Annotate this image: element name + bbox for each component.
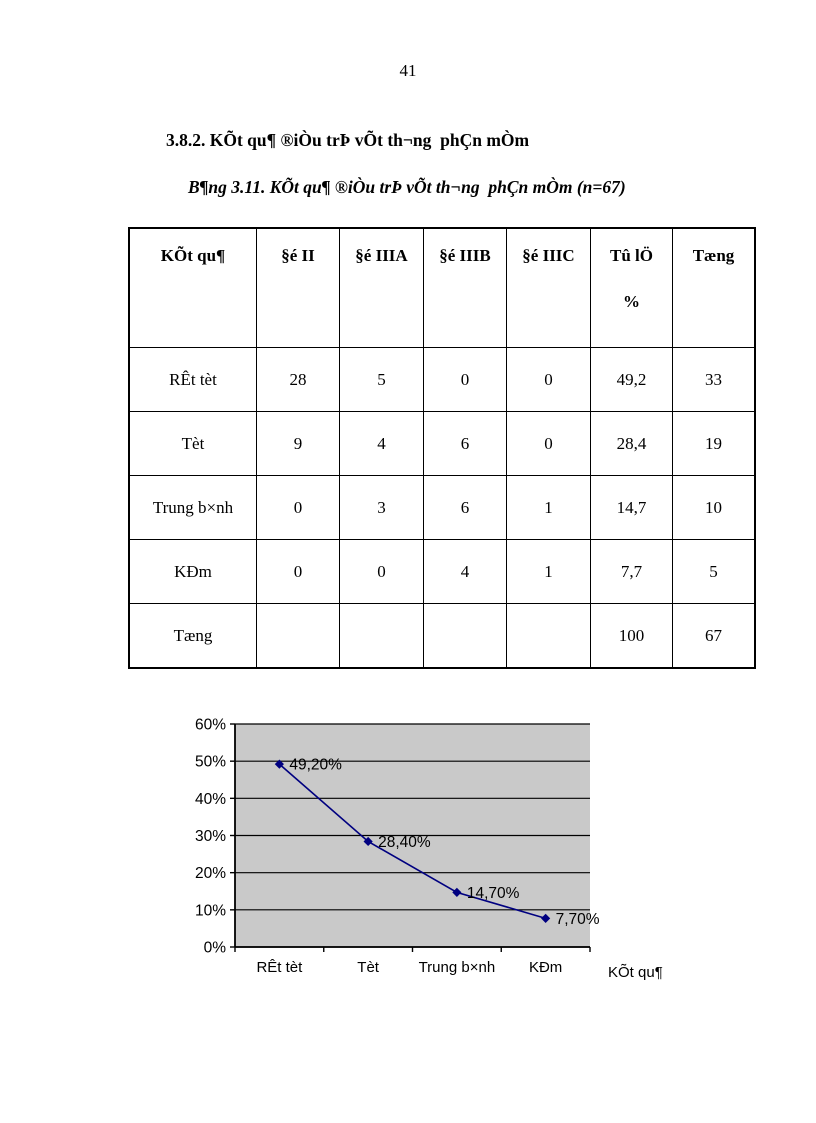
y-axis-label: 30% <box>195 828 226 845</box>
y-axis-label: 10% <box>195 902 226 919</box>
header-label: Tæng <box>692 246 735 265</box>
y-axis-label: 50% <box>195 754 226 771</box>
data-label: 28,40% <box>378 834 431 851</box>
data-label: 7,70% <box>556 911 600 928</box>
header-label: §é IIIB <box>439 246 491 265</box>
value-cell: 0 <box>423 347 507 412</box>
value-cell: 6 <box>423 475 507 540</box>
row-label-cell: KÐm <box>128 539 257 604</box>
row-label-cell: Trung b×nh <box>128 475 257 540</box>
header-label: Tû lÖ <box>610 246 653 265</box>
value-cell: 6 <box>423 411 507 476</box>
value-cell: 19 <box>672 411 756 476</box>
y-axis-label: 60% <box>195 717 226 734</box>
value-cell: 33 <box>672 347 756 412</box>
header-label: KÕt qu¶ <box>160 246 226 265</box>
x-axis-title: KÕt qu¶ <box>608 964 663 981</box>
data-label: 49,20% <box>289 757 342 774</box>
results-table: KÕt qu¶ §é II §é IIIA §é IIIB §é IIIC Tû lÖ% T… <box>128 227 756 669</box>
header-cell: §é II <box>256 227 340 348</box>
table-header-row: KÕt qu¶ §é II §é IIIA §é IIIB §é IIIC Tû lÖ% T… <box>128 227 756 348</box>
value-cell: 100 <box>590 603 673 669</box>
data-point-marker <box>363 836 373 847</box>
header-label: §é IIIA <box>355 246 408 265</box>
row-label-cell: Tèt <box>128 411 257 476</box>
value-cell <box>339 603 424 669</box>
value-cell: 0 <box>339 539 424 604</box>
value-cell: 14,7 <box>590 475 673 540</box>
value-cell <box>256 603 340 669</box>
table-row: Tèt 9 4 6 0 28,4 19 <box>128 411 756 476</box>
header-label: §é II <box>281 246 315 265</box>
data-label: 14,70% <box>467 885 520 902</box>
y-axis-label: 40% <box>195 791 226 808</box>
row-label-cell: Tæng <box>128 603 257 669</box>
results-table-body: RÊt tèt 28 5 0 0 49,2 33 Tèt 9 4 6 0 28,4 19 Trung b×n… <box>128 347 756 669</box>
x-axis-label: Trung b×nh <box>419 959 496 976</box>
header-unit: % <box>623 292 640 311</box>
header-cell: §é IIIC <box>506 227 591 348</box>
table-row: RÊt tèt 28 5 0 0 49,2 33 <box>128 347 756 412</box>
value-cell: 4 <box>339 411 424 476</box>
value-cell: 3 <box>339 475 424 540</box>
value-cell: 0 <box>256 539 340 604</box>
value-cell: 0 <box>506 347 591 412</box>
table-row: Tæng 100 67 <box>128 603 756 669</box>
value-cell: 1 <box>506 539 591 604</box>
x-axis-label: KÐm <box>529 959 562 976</box>
y-axis-label: 0% <box>204 940 227 957</box>
value-cell: 0 <box>506 411 591 476</box>
value-cell: 67 <box>672 603 756 669</box>
header-cell: KÕt qu¶ <box>128 227 257 348</box>
header-cell: §é IIIA <box>339 227 424 348</box>
table-row: Trung b×nh 0 3 6 1 14,7 10 <box>128 475 756 540</box>
header-cell: Tæng <box>672 227 756 348</box>
value-cell: 49,2 <box>590 347 673 412</box>
value-cell: 10 <box>672 475 756 540</box>
value-cell: 0 <box>256 475 340 540</box>
value-cell: 1 <box>506 475 591 540</box>
x-axis-label: RÊt tèt <box>256 959 303 976</box>
table-caption: B¶ng 3.11. KÕt qu¶ ®iÒu trÞ vÕt th¬ng ph… <box>188 177 626 197</box>
value-cell: 7,7 <box>590 539 673 604</box>
value-cell <box>506 603 591 669</box>
data-line <box>278 763 546 920</box>
chart-svg: 0% 10% 20% 30% 40% 50% 60% 49,20% 28,40% 14,70% 7,… <box>195 717 663 982</box>
value-cell: 5 <box>672 539 756 604</box>
data-point-marker <box>452 887 462 897</box>
section-heading: 3.8.2. KÕt qu¶ ®iÒu trÞ vÕt th¬ng phÇn m… <box>166 130 530 150</box>
value-cell: 5 <box>339 347 424 412</box>
data-point-marker <box>274 759 284 769</box>
header-cell: §é IIIB <box>423 227 507 348</box>
value-cell <box>423 603 507 669</box>
value-cell: 28,4 <box>590 411 673 476</box>
value-cell: 4 <box>423 539 507 604</box>
row-label-cell: RÊt tèt <box>128 347 257 412</box>
x-axis-label: Tèt <box>357 959 380 976</box>
results-chart: 0% 10% 20% 30% 40% 50% 60% 49,20% 28,40% 14,70% 7,… <box>178 700 690 1000</box>
header-label: §é IIIC <box>522 246 575 265</box>
page-number: 41 <box>399 61 417 80</box>
table-row: KÐm 0 0 4 1 7,7 5 <box>128 539 756 604</box>
y-axis-label: 20% <box>195 865 226 882</box>
value-cell: 9 <box>256 411 340 476</box>
value-cell: 28 <box>256 347 340 412</box>
header-cell: Tû lÖ% <box>590 227 673 348</box>
results-table-head: KÕt qu¶ §é II §é IIIA §é IIIB §é IIIC Tû lÖ% T… <box>128 227 756 348</box>
